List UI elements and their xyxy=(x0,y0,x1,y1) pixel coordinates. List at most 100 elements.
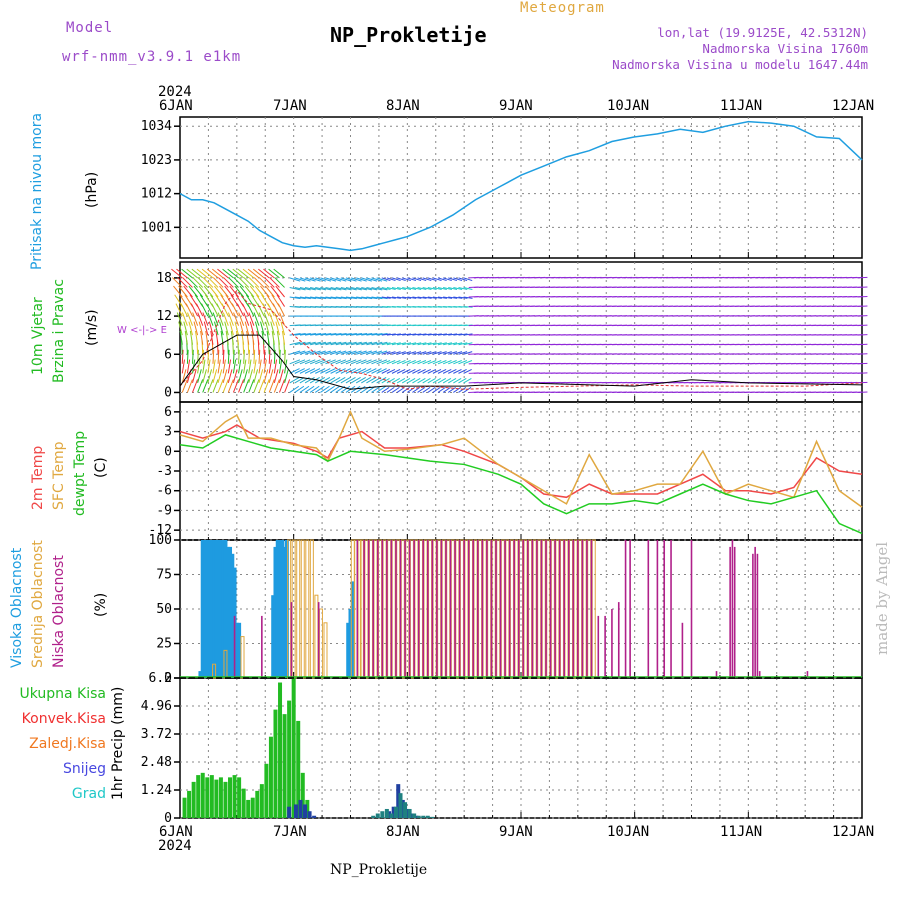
cloud-bar-high xyxy=(237,622,242,678)
footer-label: NP_Prokletije xyxy=(330,862,428,878)
wind-barb xyxy=(183,321,188,336)
wind-barb xyxy=(325,286,337,291)
wind-barb xyxy=(443,286,453,290)
cloud-bar-low xyxy=(549,540,552,678)
cloud-bar-mid xyxy=(318,608,323,679)
wind-barb xyxy=(412,342,422,346)
cloud-bar-low xyxy=(413,540,415,678)
wind-barb xyxy=(224,285,234,298)
wind-barb xyxy=(396,368,406,374)
wind-barb xyxy=(267,303,275,317)
wind-barb xyxy=(187,277,198,288)
y-tick-label-temperature: -9 xyxy=(156,503,172,518)
cloud-bar-low xyxy=(376,540,379,678)
date-label-top-0: 6JAN xyxy=(159,98,193,114)
wind-barb xyxy=(412,286,422,290)
wind-barb xyxy=(386,368,396,374)
wind-barb xyxy=(289,277,301,282)
precip-legend-conv: Konvek.Kisa xyxy=(21,711,106,727)
wind-barb xyxy=(249,321,255,336)
precip-bar xyxy=(303,804,308,818)
wind-barb xyxy=(391,368,401,374)
cloud-bar-low xyxy=(647,540,650,678)
wind-barb xyxy=(437,351,447,355)
precip-bar xyxy=(228,777,233,818)
wind-barb xyxy=(345,350,357,355)
wind-barb xyxy=(315,296,327,300)
wind-barb xyxy=(422,296,432,299)
wind-barb xyxy=(304,333,316,336)
wind-barb xyxy=(188,285,199,298)
wind-barb xyxy=(381,333,391,336)
cloud-bar-high xyxy=(223,540,228,678)
wind-barb xyxy=(309,385,320,393)
y-tick-label-clouds: 50 xyxy=(156,602,172,617)
y-tick-label-precip: 4.96 xyxy=(141,699,172,714)
precip-bar xyxy=(393,806,398,818)
wind-barb xyxy=(238,359,242,374)
wind-barb xyxy=(427,286,437,290)
cloud-bar-mid xyxy=(387,539,392,679)
cloud-bar-low xyxy=(513,540,515,678)
wind-barb xyxy=(260,285,270,298)
wind-barb xyxy=(463,277,473,282)
wind-barb xyxy=(330,350,342,355)
wind-barb xyxy=(258,349,261,364)
wind-barb xyxy=(265,321,270,336)
wind-barb xyxy=(366,359,377,365)
wind-barb xyxy=(412,333,422,336)
wind-barb xyxy=(340,333,352,336)
wind-barb xyxy=(366,350,378,355)
cloud-bar-low xyxy=(597,615,600,678)
cloud-bar-high xyxy=(350,581,355,678)
wind-barb xyxy=(278,359,283,374)
date-label-bottom-4: 10JAN xyxy=(607,824,650,840)
wind-barb xyxy=(396,342,406,346)
cloud-bar-low xyxy=(629,540,631,678)
wind-barb xyxy=(422,351,432,355)
wind-rose-label: W <-|-> E xyxy=(117,325,167,336)
wind-barb xyxy=(325,277,337,282)
wind-barb xyxy=(340,277,352,282)
wind-barb xyxy=(278,369,284,384)
pressure-line xyxy=(179,120,863,252)
wind-barb xyxy=(192,277,204,288)
precip-bar xyxy=(403,802,408,818)
wind-barb xyxy=(335,359,347,365)
wind-barb xyxy=(412,360,422,365)
wind-barb xyxy=(427,377,436,384)
wind-barb xyxy=(258,312,265,326)
wind-barb xyxy=(330,359,342,365)
cloud-bar-low xyxy=(372,540,375,678)
wind-barb xyxy=(330,341,342,346)
cloud-bar-mid xyxy=(582,539,587,679)
wind-barb xyxy=(402,333,412,336)
wind-barb xyxy=(345,368,357,374)
wind-barb xyxy=(386,360,396,365)
wind-barb xyxy=(391,342,401,346)
cloud-bar-mid xyxy=(414,539,419,679)
wind-barb xyxy=(376,385,387,393)
wind-barb xyxy=(294,286,306,291)
precip-bar xyxy=(182,797,187,818)
wind-barb xyxy=(254,285,265,298)
wind-barb xyxy=(432,333,442,336)
wind-barb xyxy=(340,385,351,393)
wind-barb xyxy=(320,341,332,346)
wind-barb xyxy=(422,277,432,282)
wind-barb xyxy=(396,360,406,365)
wind-barb xyxy=(176,268,188,279)
cloud-bar-low xyxy=(536,540,538,678)
wind-barb xyxy=(350,359,362,365)
wind-barb xyxy=(432,296,442,299)
wind-barb xyxy=(427,296,437,299)
wind-barb xyxy=(243,312,250,326)
cloud-bar-low xyxy=(386,540,388,678)
wind-barb xyxy=(243,277,255,288)
wind-barb xyxy=(412,351,422,355)
wind-barb xyxy=(376,296,388,300)
wind-barb xyxy=(422,377,431,384)
wind-barb xyxy=(448,277,457,282)
wind-barb xyxy=(278,379,285,393)
cloud-bar-mid xyxy=(468,539,473,679)
